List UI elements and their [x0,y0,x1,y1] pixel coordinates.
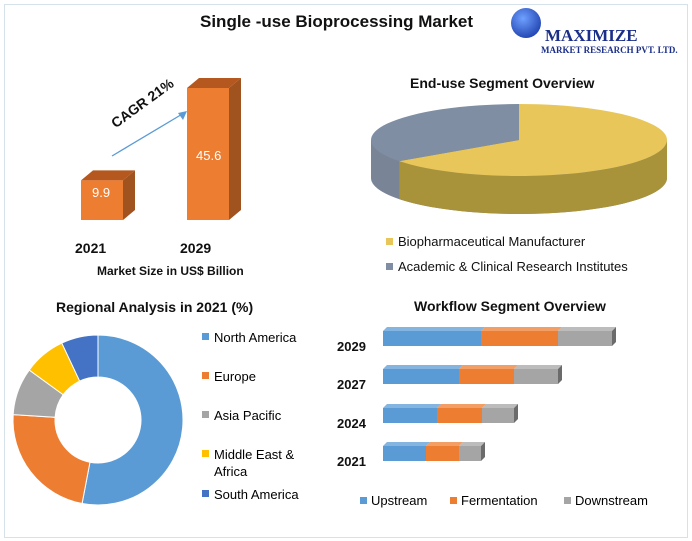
legend-item: South America [202,486,312,503]
bar-top [383,404,441,408]
legend-swatch [360,497,367,504]
bar-2029-upstream [383,331,481,346]
legend-label: Middle East & Africa [214,447,295,479]
bar-top [459,442,485,446]
pie-side-biopharma [399,140,667,214]
workflow-title: Workflow Segment Overview [414,298,606,314]
legend-swatch [202,333,209,340]
legend-item: Europe [202,368,312,385]
legend-item: Upstream [360,493,427,508]
bar-side [481,442,485,461]
bar-top [383,442,430,446]
legend-item: Downstream [564,493,648,508]
page-title: Single -use Bioprocessing Market [200,12,474,31]
legend-swatch [202,372,209,379]
bar-2027-downstream [514,369,558,384]
bar-top [437,404,486,408]
data-label-2029: 45.6 [196,148,222,163]
bar-top [426,442,463,446]
donut-slice-0 [81,334,184,506]
arrow-head [178,111,187,120]
legend-label: Fermentation [461,493,538,508]
bar-top [459,365,518,369]
pie-slice-biopharma [399,104,667,177]
frame [4,4,688,538]
bar-top [558,327,616,331]
legend-label: Europe [214,369,256,384]
pie-slice-academic [370,104,519,162]
legend-item: Middle East & Africa [202,446,312,480]
bar-2027-upstream [383,369,459,384]
bar-2029 [187,88,229,220]
bar-top [383,327,485,331]
legend-label: Downstream [575,493,648,508]
legend-swatch [386,238,393,245]
bar-top [482,404,518,408]
legend-item: Asia Pacific [202,407,312,424]
bar-2021-downstream [459,446,481,461]
bar-top [481,327,562,331]
y-tick-2027: 2027 [337,377,366,392]
tick-2021: 2021 [75,240,107,256]
donut-slice-4 [61,334,99,382]
legend-label: Upstream [371,493,428,508]
y-tick-2024: 2024 [337,416,367,431]
legend-swatch [386,263,393,270]
y-tick-2029: 2029 [337,339,366,354]
bar-top [187,78,241,88]
legend-swatch [202,411,209,418]
bar-top [514,365,562,369]
globe-icon [511,8,541,38]
legend-swatch [202,490,209,497]
legend-swatch [202,450,209,457]
bar-2024-fermentation [437,408,482,423]
data-label-2021: 9.9 [92,185,111,200]
tick-2029: 2029 [180,240,212,256]
bar-top [383,365,463,369]
legend-label: North America [214,330,297,345]
y-tick-2021: 2021 [337,454,366,469]
bar-side [612,327,616,346]
bar-2029-fermentation [481,331,558,346]
legend-swatch [564,497,571,504]
bar-top [81,170,135,181]
x-axis-label: Market Size in US$ Billion [97,264,244,278]
bar-side [558,365,562,384]
bar-side [123,170,135,220]
cagr-arrow [111,112,185,157]
donut-slice-1 [12,414,91,505]
bar-side [229,78,241,220]
pie-title: End-use Segment Overview [410,75,595,91]
legend-label: Asia Pacific [214,408,282,423]
bar-2021-upstream [383,446,426,461]
bar-2021 [81,180,123,220]
legend-swatch [450,497,457,504]
bar-2027-fermentation [459,369,514,384]
donut-title: Regional Analysis in 2021 (%) [56,299,254,315]
bar-2024-upstream [383,408,437,423]
legend-item: Fermentation [450,493,538,508]
bar-side [514,404,518,423]
legend-item: North America [202,329,312,346]
bar-2029-downstream [558,331,612,346]
bar-2024-downstream [482,408,514,423]
bar-2021-fermentation [426,446,459,461]
legend-label: South America [214,487,299,502]
